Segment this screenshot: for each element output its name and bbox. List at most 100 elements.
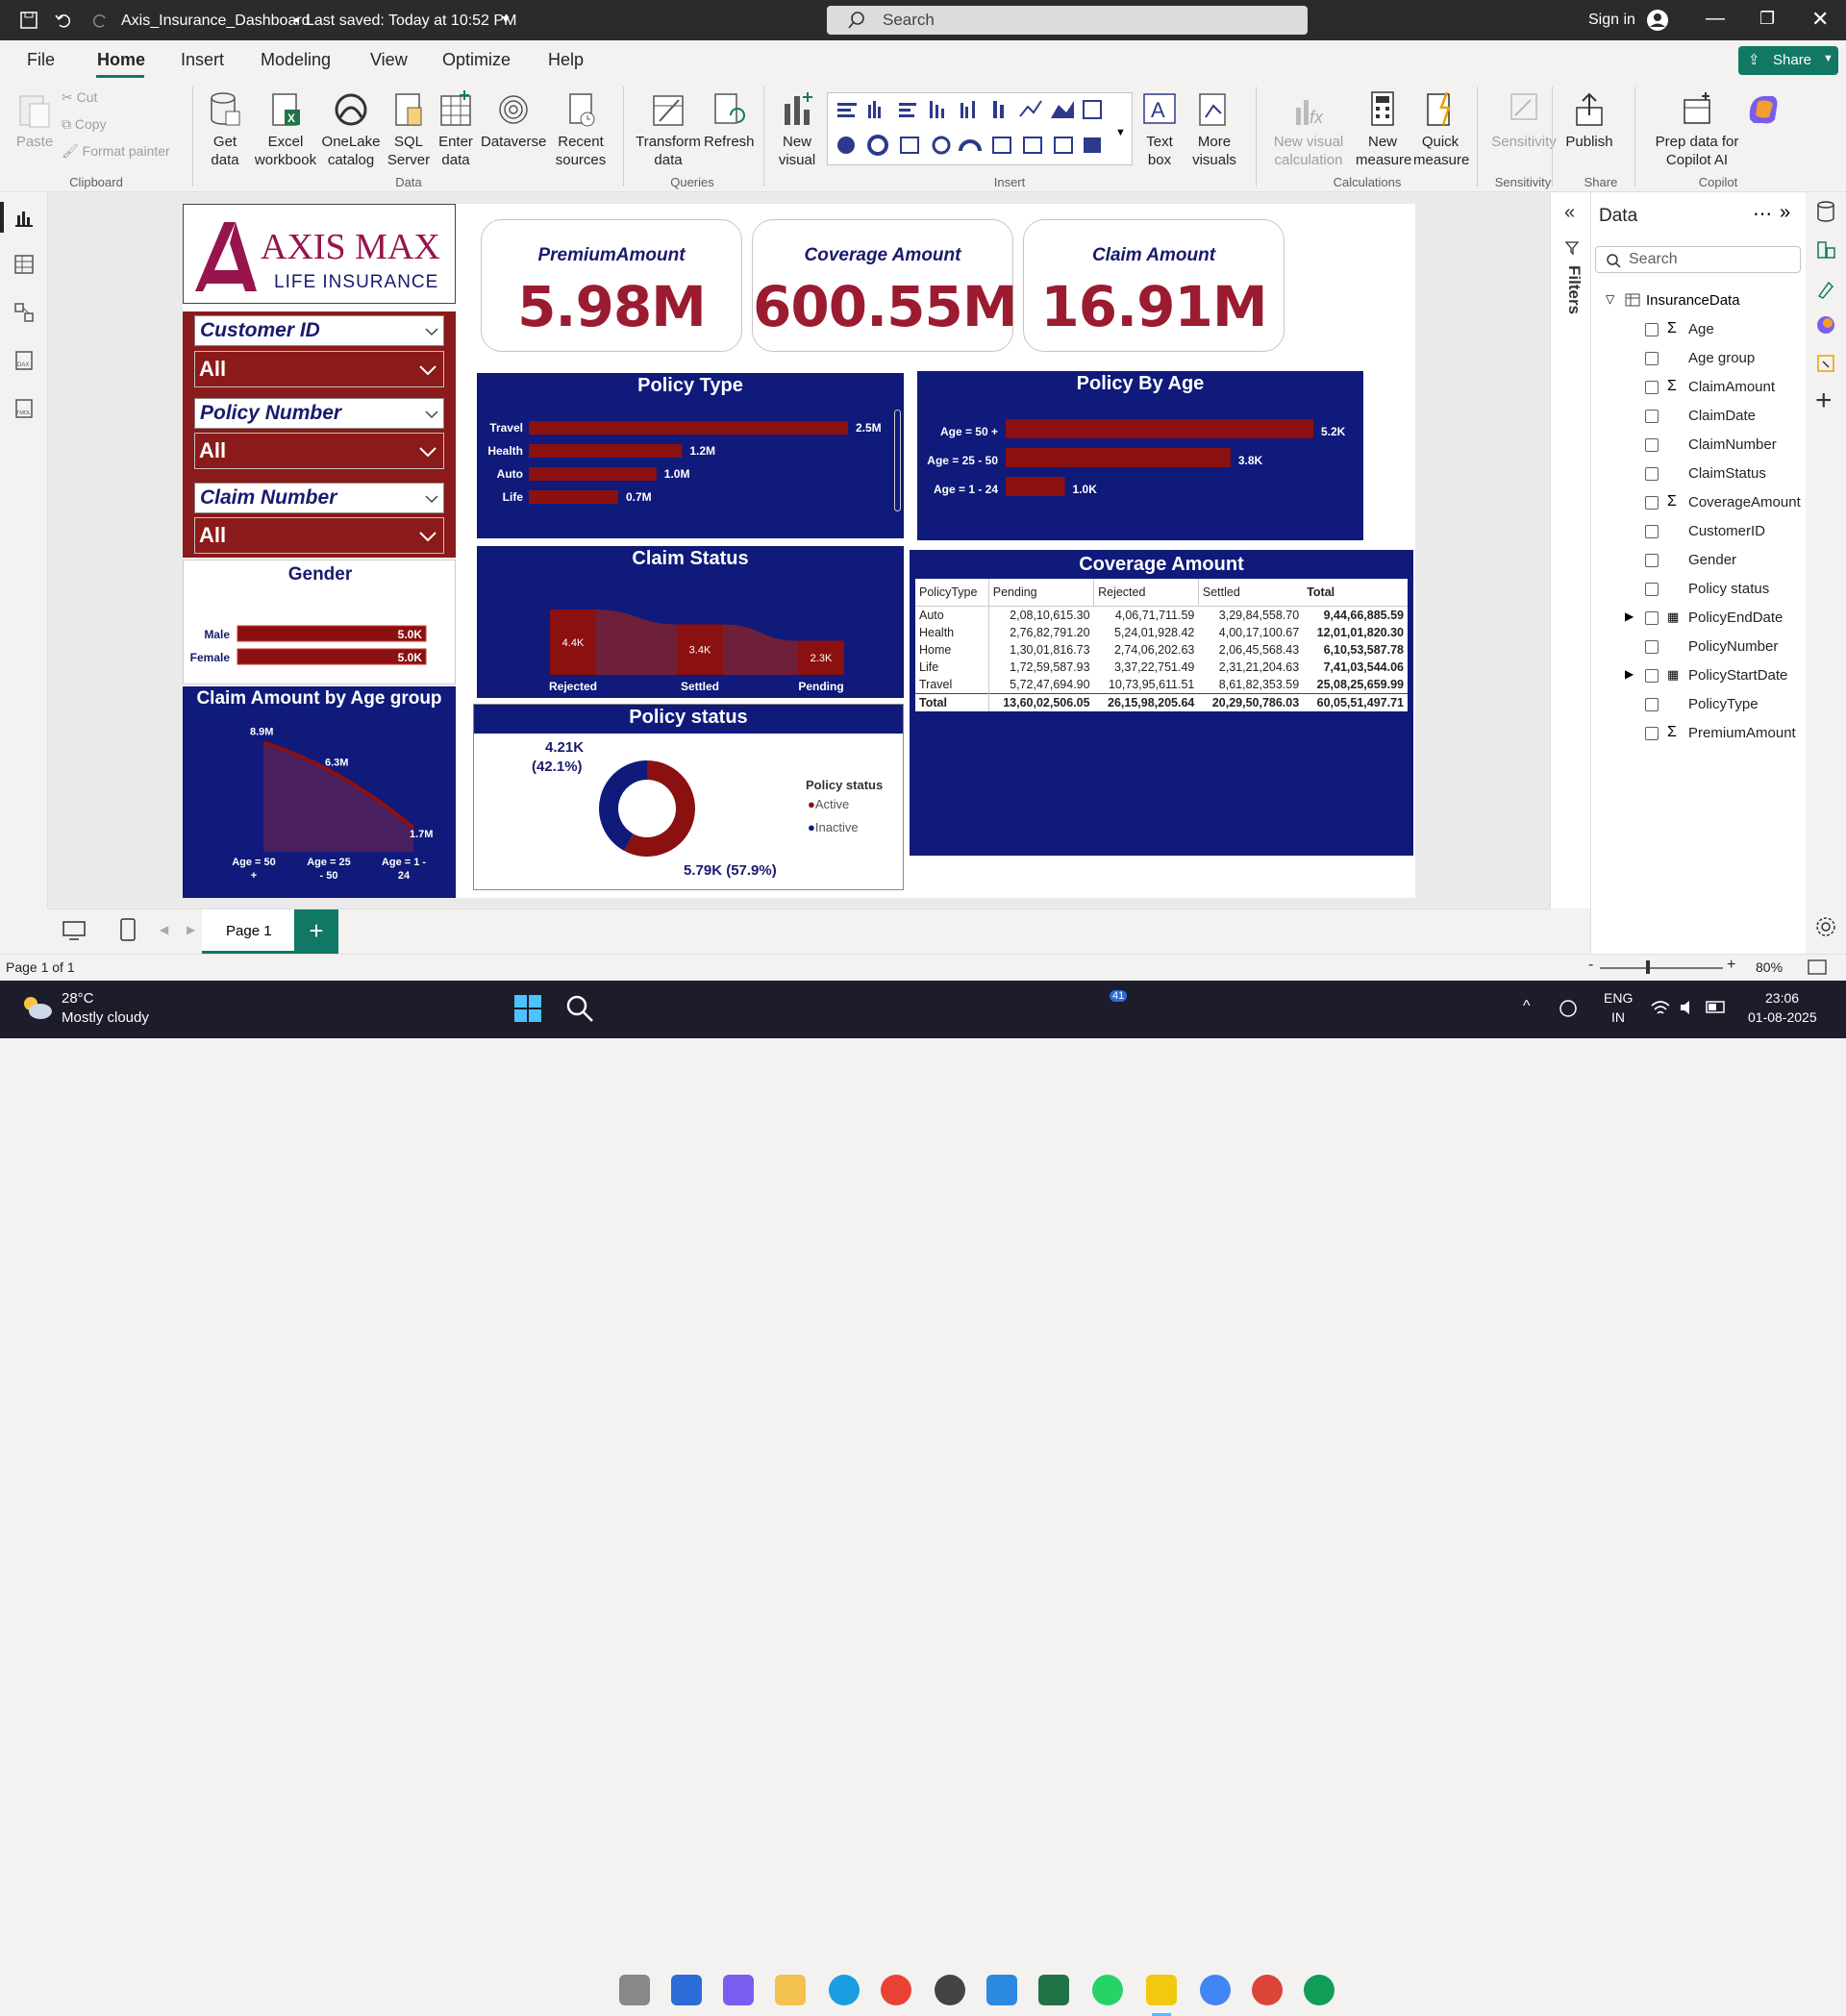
field-item[interactable]: PolicyStartDate — [1688, 667, 1787, 684]
filters-pane[interactable]: « Filters — [1550, 192, 1590, 908]
transform-data-button[interactable]: Transform data — [633, 90, 704, 169]
column-header[interactable]: Rejected — [1094, 579, 1199, 606]
scrollbar[interactable] — [894, 410, 901, 511]
bookmarks-pane-icon[interactable] — [1815, 352, 1836, 375]
new-measure-button[interactable]: New measure — [1356, 90, 1409, 169]
policy-type-chart[interactable]: Policy Type Travel 2.5M Health 1.2M Auto 1.0M… — [475, 371, 906, 540]
gallery-expand-icon[interactable]: ▼ — [1115, 127, 1126, 138]
coverage-table[interactable]: PolicyType Pending Rejected Settled Tota… — [915, 579, 1408, 711]
minimize-icon[interactable]: — — [1706, 8, 1725, 30]
field-item[interactable]: PolicyNumber — [1688, 638, 1778, 655]
text-box-button[interactable]: A Text box — [1140, 90, 1179, 169]
slicer-header[interactable]: Policy Number — [194, 398, 444, 429]
menu-file[interactable]: File — [27, 50, 55, 70]
field-checkbox[interactable] — [1645, 669, 1659, 683]
claim-by-age-chart[interactable]: Claim Amount by Age group 8.9M 6.3M 1.7M Ag… — [183, 686, 456, 898]
column-header[interactable]: Total — [1303, 579, 1408, 606]
desktop-layout-icon[interactable] — [62, 919, 87, 942]
slicer-dropdown[interactable]: All — [194, 351, 444, 387]
onelake-button[interactable]: OneLake catalog — [321, 90, 381, 169]
kpi-card-coverage[interactable]: Coverage Amount 600.55M — [752, 219, 1013, 352]
slicer-dropdown[interactable]: All — [194, 517, 444, 554]
table-total-row[interactable]: Total 13,60,02,506.05 26,15,98,205.64 20,29… — [915, 693, 1408, 711]
prep-data-copilot-button[interactable]: Prep data for Copilot AI — [1644, 90, 1750, 169]
field-checkbox[interactable] — [1645, 467, 1659, 481]
field-checkbox[interactable] — [1645, 611, 1659, 625]
zoom-thumb[interactable] — [1646, 960, 1650, 974]
copy-button[interactable]: ⧉ Copy — [62, 115, 107, 134]
report-view-icon[interactable] — [13, 208, 35, 229]
chrome-profile-icon[interactable] — [1304, 1975, 1335, 2005]
field-checkbox[interactable] — [1645, 640, 1659, 654]
wifi-icon[interactable] — [1650, 998, 1671, 1017]
bar[interactable] — [1006, 448, 1231, 467]
save-icon[interactable] — [19, 11, 38, 30]
column-header[interactable]: PolicyType — [915, 579, 988, 606]
share-button[interactable]: ⇪ Share ▼ — [1738, 46, 1838, 75]
policy-status-chart[interactable]: Policy status 4.21K (42.1%) 5.79K (57.9%… — [473, 704, 904, 890]
kpi-card-premium[interactable]: PremiumAmount 5.98M — [481, 219, 742, 352]
get-data-button[interactable]: Get data — [200, 90, 250, 169]
windows-start-icon[interactable] — [513, 994, 542, 1023]
more-options-icon[interactable]: ⋯ — [1753, 202, 1772, 226]
slicer-header[interactable]: Customer ID — [194, 315, 444, 346]
zoom-out-icon[interactable]: - — [1588, 957, 1593, 974]
dataverse-button[interactable]: Dataverse — [481, 90, 546, 151]
edge-icon[interactable] — [829, 1975, 860, 2005]
field-item[interactable]: ClaimStatus — [1688, 465, 1766, 482]
field-checkbox[interactable] — [1645, 323, 1659, 336]
policy-by-age-chart[interactable]: Policy By Age Age = 50 +5.2K Age = 25 - 5… — [917, 371, 1363, 540]
close-icon[interactable]: ✕ — [1811, 7, 1829, 32]
battery-icon[interactable] — [1706, 1000, 1727, 1015]
chevron-right-icon[interactable]: ▶ — [1625, 610, 1634, 623]
refresh-button[interactable]: Refresh — [704, 90, 752, 151]
legend-item-active[interactable]: ●Active — [808, 797, 849, 811]
prev-page-icon[interactable]: ◀ — [160, 923, 168, 936]
field-checkbox[interactable] — [1645, 583, 1659, 596]
bar[interactable] — [1006, 477, 1065, 496]
new-visual-calculation-button[interactable]: fx New visual calculation — [1263, 90, 1354, 169]
dax-query-view-icon[interactable]: DAX — [13, 350, 35, 371]
chevron-right-icon[interactable]: ▶ — [1625, 667, 1634, 681]
chevron-down-icon[interactable]: ▼ — [500, 12, 511, 26]
chrome-icon[interactable] — [881, 1975, 911, 2005]
whatsapp-icon[interactable] — [1092, 1975, 1123, 2005]
recent-sources-button[interactable]: Recent sources — [548, 90, 613, 169]
excel-app-icon[interactable] — [1038, 1975, 1069, 2005]
field-item[interactable]: ClaimDate — [1688, 408, 1756, 424]
field-checkbox[interactable] — [1645, 381, 1659, 394]
slicer-customer-id[interactable]: Customer ID All — [183, 311, 456, 392]
field-checkbox[interactable] — [1645, 410, 1659, 423]
field-item[interactable]: Gender — [1688, 552, 1736, 568]
kpi-card-claim[interactable]: Claim Amount 16.91M — [1023, 219, 1285, 352]
file-explorer-icon[interactable] — [775, 1975, 806, 2005]
slicer-dropdown[interactable]: All — [194, 433, 444, 469]
field-item[interactable]: PolicyEndDate — [1688, 610, 1783, 626]
cut-button[interactable]: ✂ Cut — [62, 88, 97, 107]
search-box[interactable]: Search — [827, 6, 1308, 35]
publish-button[interactable]: Publish — [1559, 90, 1619, 151]
fit-to-page-icon[interactable] — [1808, 958, 1827, 976]
table-row[interactable]: Life 1,72,59,587.93 3,37,22,751.49 2,31,21,… — [915, 659, 1408, 676]
field-item[interactable]: PolicyType — [1688, 696, 1759, 712]
menu-modeling[interactable]: Modeling — [261, 50, 331, 70]
zoom-slider[interactable] — [1600, 967, 1723, 969]
model-view-icon[interactable] — [13, 302, 35, 323]
table-row[interactable]: Home 1,30,01,816.73 2,74,06,202.63 2,06,45,… — [915, 641, 1408, 659]
field-checkbox[interactable] — [1645, 496, 1659, 510]
slicer-header[interactable]: Claim Number — [194, 483, 444, 513]
power-bi-icon[interactable] — [1146, 1975, 1177, 2005]
bar[interactable] — [529, 444, 682, 458]
weather-icon[interactable] — [19, 992, 54, 1021]
next-page-icon[interactable]: ▶ — [187, 923, 195, 936]
app-icon[interactable] — [671, 1975, 702, 2005]
menu-view[interactable]: View — [370, 50, 408, 70]
visual-gallery[interactable] — [827, 92, 1133, 165]
sensitivity-button[interactable]: Sensitivity — [1483, 90, 1565, 151]
bar[interactable] — [529, 490, 618, 504]
menu-optimize[interactable]: Optimize — [442, 50, 511, 70]
table-row[interactable]: Health 2,76,82,791.20 5,24,01,928.42 4,00,1… — [915, 624, 1408, 641]
restore-icon[interactable]: ❐ — [1759, 9, 1775, 29]
chrome-profile-icon[interactable] — [1200, 1975, 1231, 2005]
coverage-amount-table-visual[interactable]: Coverage Amount PolicyType Pending Rejec… — [910, 550, 1413, 856]
